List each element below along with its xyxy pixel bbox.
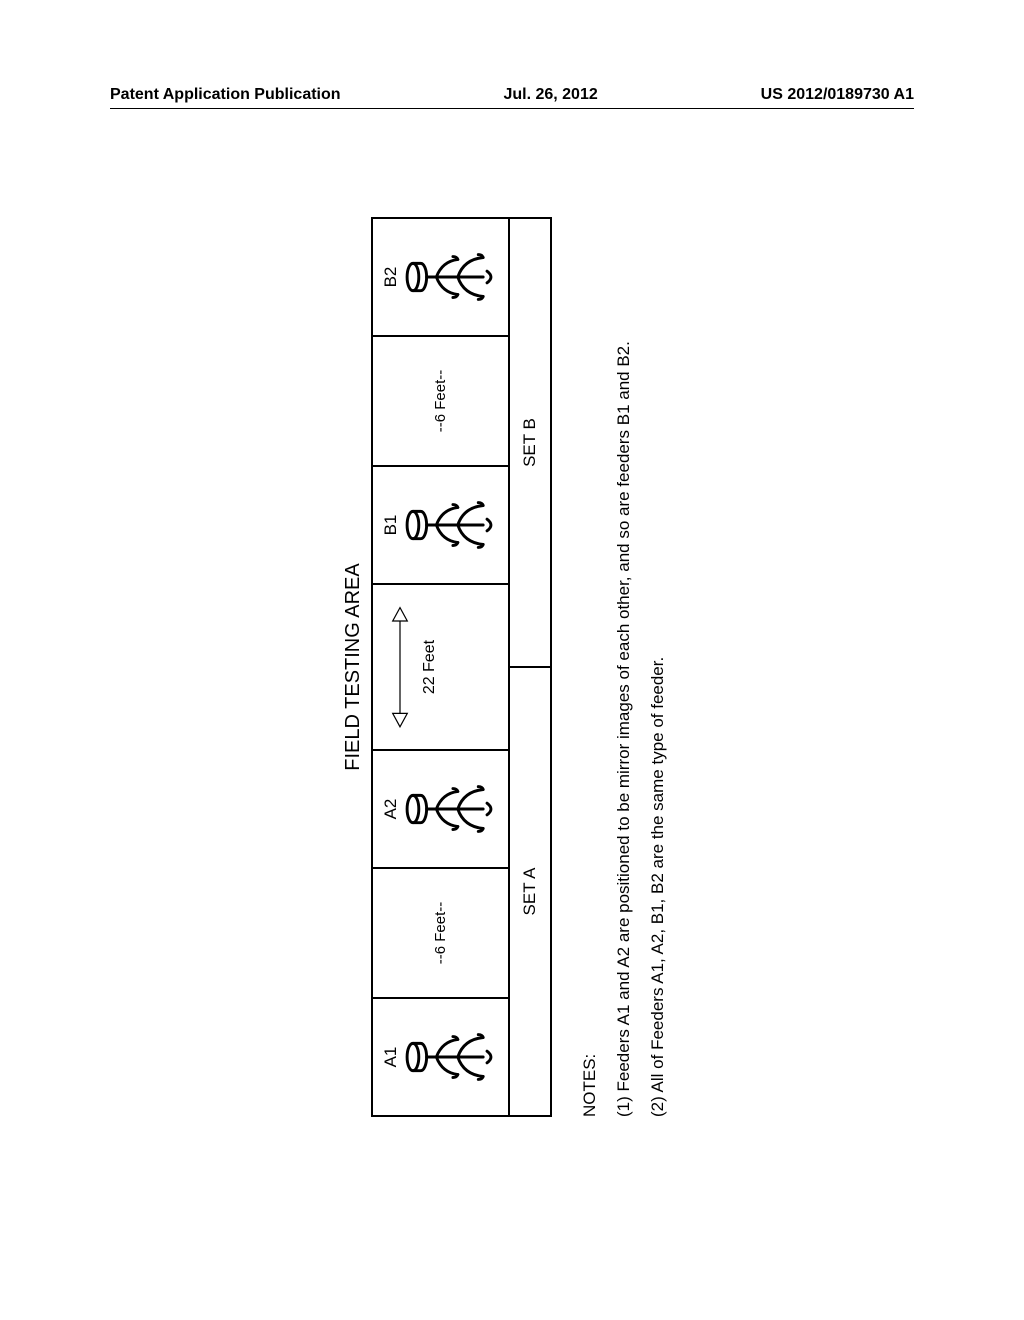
gap-B-label: --6 Feet--: [432, 370, 449, 433]
center-distance-label: 22 Feet: [421, 640, 439, 694]
feeder-icon: [403, 486, 497, 564]
feeder-label-A2: A2: [381, 755, 401, 863]
page-header: Patent Application Publication Jul. 26, …: [110, 86, 914, 104]
set-row: SET A SET B: [508, 219, 550, 1115]
header-pubnum: US 2012/0189730 A1: [761, 86, 914, 104]
diagram-rotated-stage: FIELD TESTING AREA A1: [0, 155, 1024, 1179]
gap-A-label: --6 Feet--: [432, 902, 449, 965]
gap-B: --6 Feet--: [373, 335, 508, 465]
gap-A: --6 Feet--: [373, 867, 508, 997]
note-2: (2) All of Feeders A1, A2, B1, B2 are th…: [648, 217, 668, 1117]
header-rule: [110, 108, 914, 109]
feeder-cell-A1: A1: [373, 997, 508, 1115]
center-cell: 22 Feet: [373, 583, 508, 749]
header-left: Patent Application Publication: [110, 86, 341, 104]
double-arrow-icon: [383, 606, 417, 728]
notes-heading: NOTES:: [580, 217, 600, 1117]
feeder-icon: [403, 238, 497, 316]
feeder-icon: [403, 1018, 497, 1096]
feeder-icon: [403, 770, 497, 848]
feeder-cell-B2: B2: [373, 219, 508, 335]
set-A-label: SET A: [508, 666, 550, 1115]
notes-block: NOTES: (1) Feeders A1 and A2 are positio…: [580, 217, 668, 1117]
feeder-cell-B1: B1: [373, 465, 508, 583]
diagram-title: FIELD TESTING AREA: [342, 217, 365, 1117]
feeder-label-B2: B2: [381, 223, 401, 331]
note-1: (1) Feeders A1 and A2 are positioned to …: [614, 217, 634, 1117]
set-B-label: SET B: [508, 219, 550, 666]
feeder-label-B1: B1: [381, 471, 401, 579]
diagram-outer-box: A1: [371, 217, 552, 1117]
header-date: Jul. 26, 2012: [503, 86, 597, 104]
feeder-label-A1: A1: [381, 1003, 401, 1111]
feeder-row: A1: [373, 219, 508, 1115]
diagram-inner: FIELD TESTING AREA A1: [342, 217, 682, 1117]
feeder-cell-A2: A2: [373, 749, 508, 867]
